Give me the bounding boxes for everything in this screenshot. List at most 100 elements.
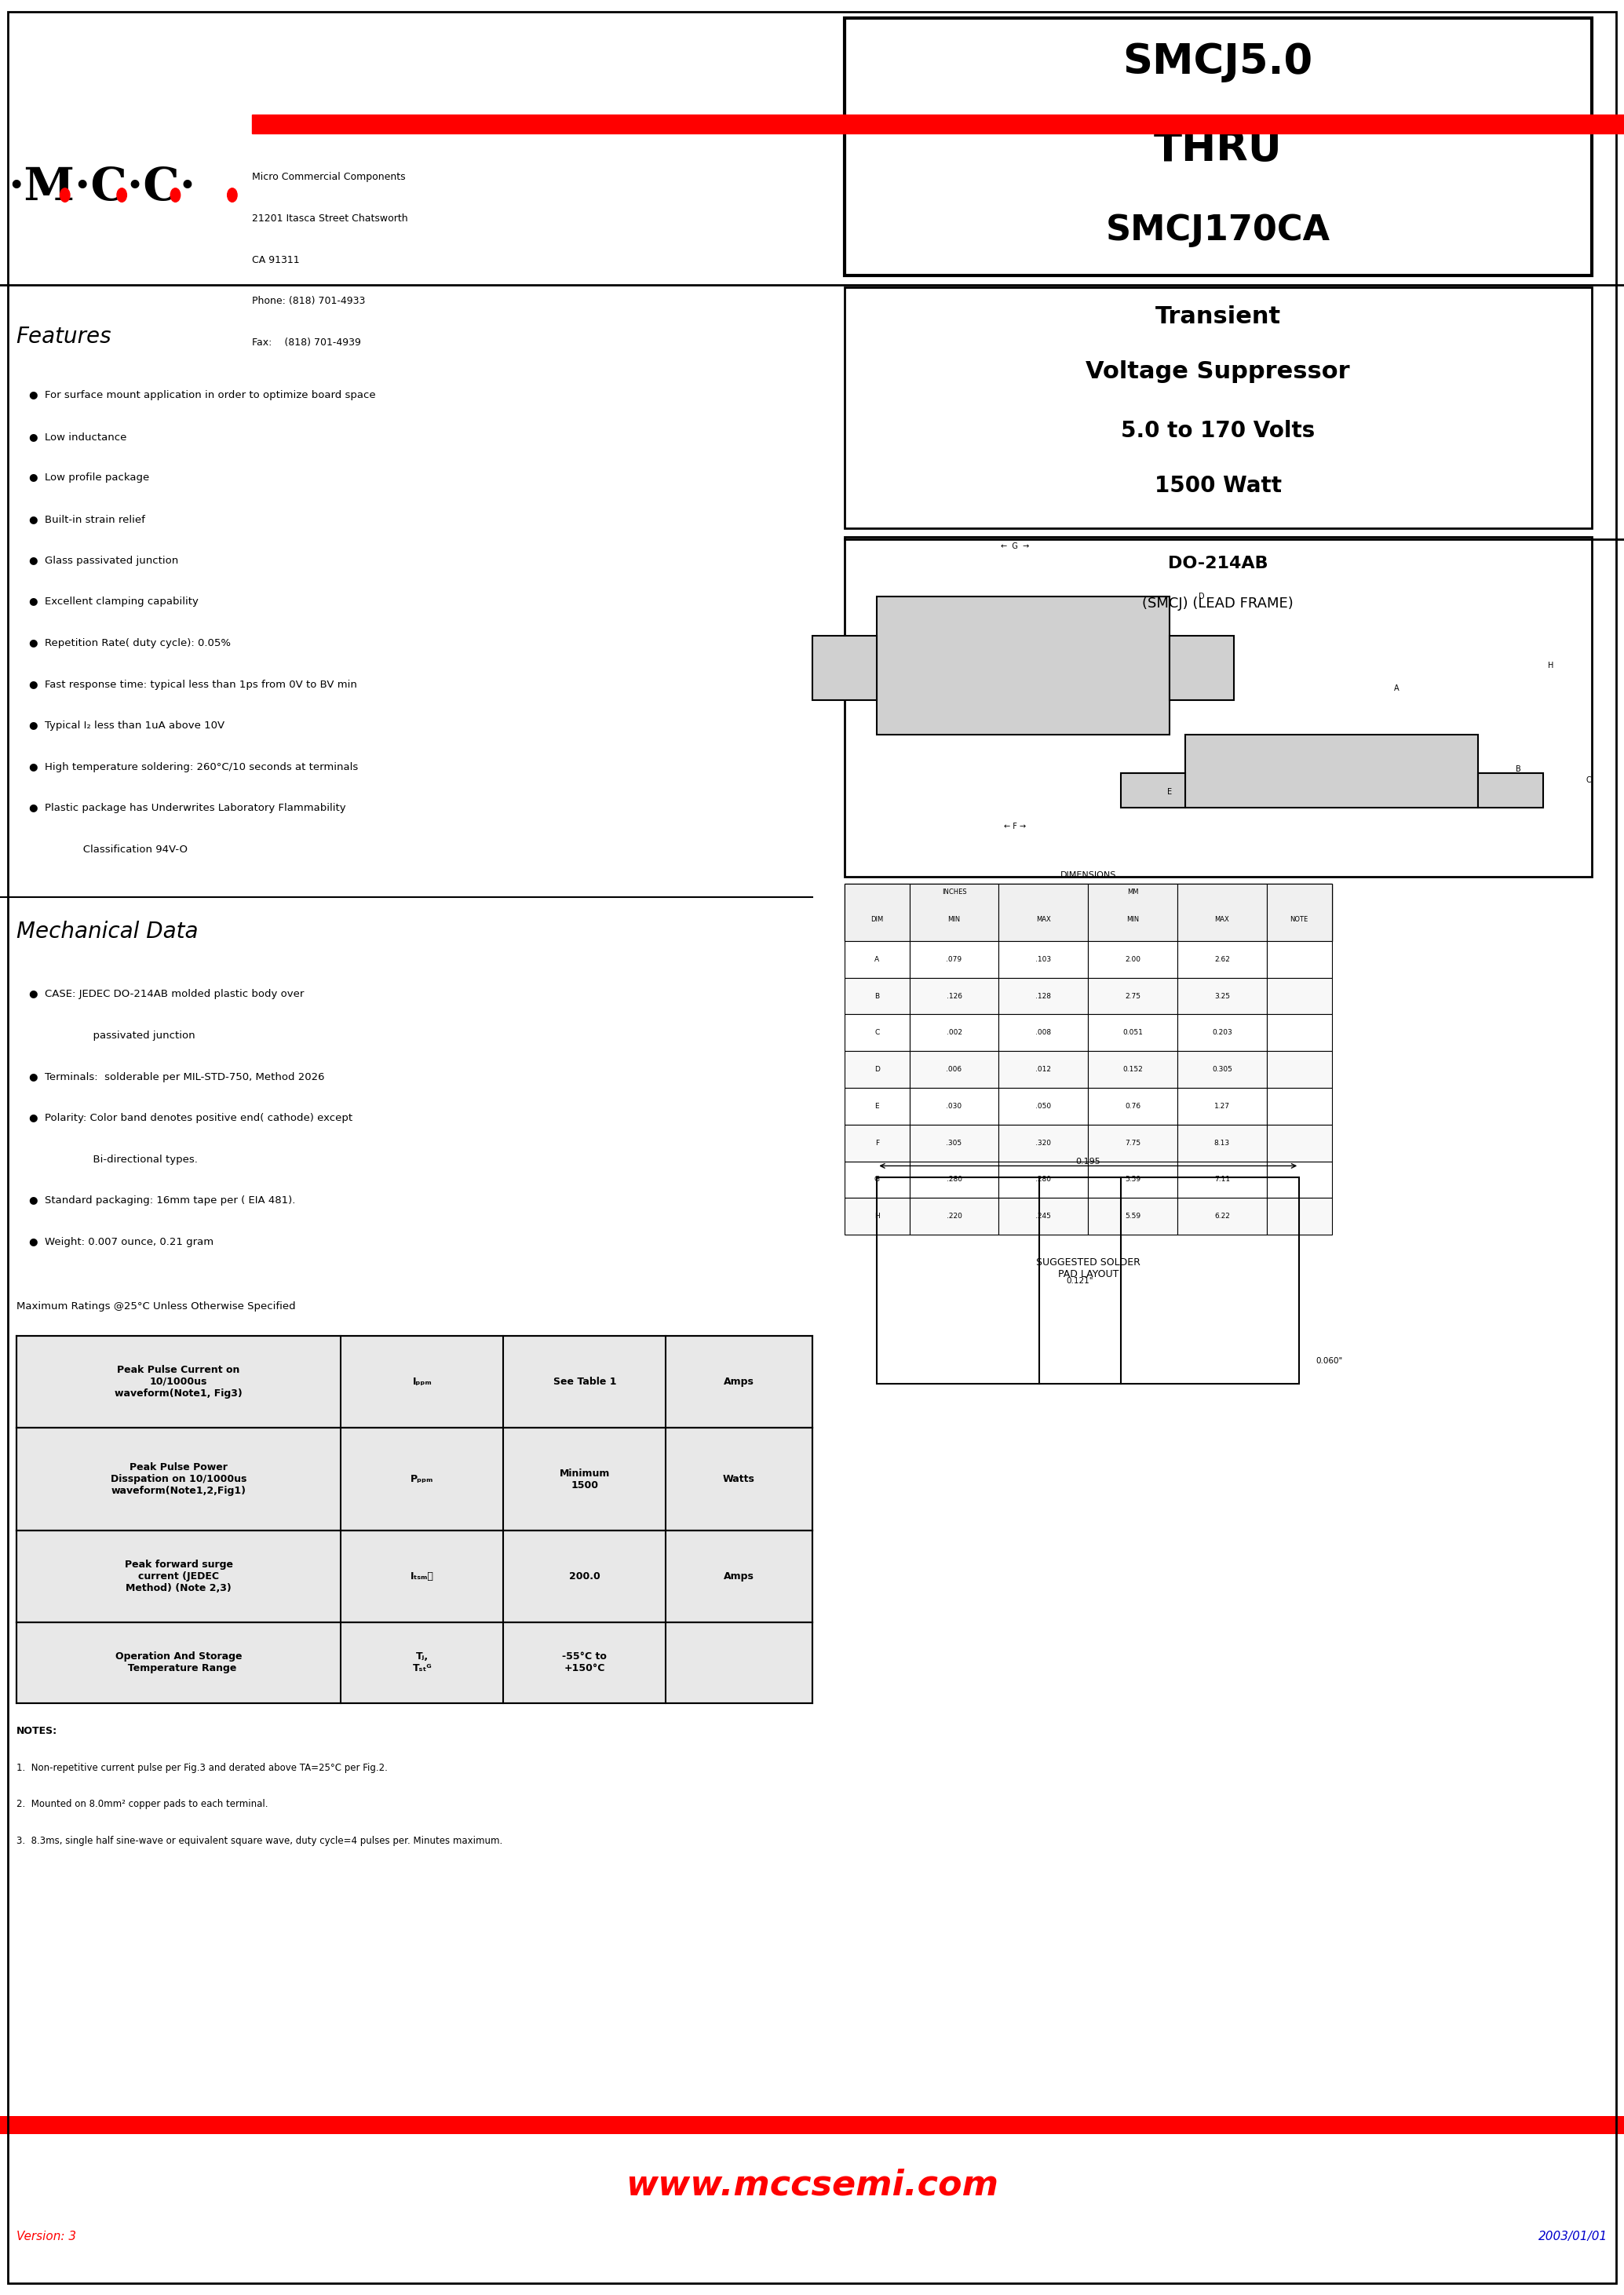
Text: SMCJ170CA: SMCJ170CA (1106, 213, 1330, 248)
Text: ●  For surface mount application in order to optimize board space: ● For surface mount application in order… (29, 390, 375, 399)
Text: 21201 Itasca Street Chatsworth: 21201 Itasca Street Chatsworth (252, 213, 408, 223)
Bar (1088, 1125, 1177, 1161)
Text: passivated junction: passivated junction (73, 1030, 195, 1040)
Text: Amps: Amps (724, 1377, 754, 1386)
Text: MAX: MAX (1215, 916, 1229, 923)
Bar (1267, 1161, 1332, 1198)
Text: (SMCJ) (LEAD FRAME): (SMCJ) (LEAD FRAME) (1142, 597, 1294, 610)
Text: ●  Low inductance: ● Low inductance (29, 431, 127, 441)
Text: 0.060": 0.060" (1315, 1356, 1343, 1366)
Text: 7.75: 7.75 (1125, 1138, 1140, 1148)
Text: DIMENSIONS: DIMENSIONS (1060, 872, 1116, 879)
Bar (909, 941, 999, 978)
Bar (844, 537, 1592, 877)
Bar (844, 18, 1592, 275)
Text: Pₚₚₘ: Pₚₚₘ (411, 1473, 434, 1485)
Text: ●  Standard packaging: 16mm tape per ( EIA 481).: ● Standard packaging: 16mm tape per ( EI… (29, 1196, 296, 1205)
Bar (1267, 1198, 1332, 1235)
Text: 6.22: 6.22 (1215, 1212, 1229, 1221)
Bar (1088, 1051, 1177, 1088)
Text: .079: .079 (947, 955, 961, 964)
Text: H: H (874, 1212, 880, 1221)
Bar (0, 2116, 1624, 2134)
Text: 8.13: 8.13 (1215, 1138, 1229, 1148)
Bar (909, 1198, 999, 1235)
Text: 0.305: 0.305 (1212, 1065, 1233, 1074)
Bar (909, 884, 999, 941)
Text: ●  Typical I₂ less than 1uA above 10V: ● Typical I₂ less than 1uA above 10V (29, 721, 224, 730)
Bar (812, 636, 877, 700)
Text: ●  High temperature soldering: 260°C/10 seconds at terminals: ● High temperature soldering: 260°C/10 s… (29, 762, 359, 771)
Bar (877, 597, 1169, 734)
Bar (999, 1161, 1088, 1198)
Bar (844, 884, 1332, 941)
Text: 5.59: 5.59 (1125, 1175, 1140, 1184)
Text: NOTE: NOTE (1289, 916, 1309, 923)
Bar (1169, 636, 1234, 700)
Text: 2003/01/01: 2003/01/01 (1538, 2231, 1608, 2242)
Text: 1.  Non-repetitive current pulse per Fig.3 and derated above TA=25°C per Fig.2.: 1. Non-repetitive current pulse per Fig.… (16, 1763, 388, 1772)
Text: CA 91311: CA 91311 (252, 255, 299, 264)
Text: See Table 1: See Table 1 (554, 1377, 615, 1386)
Bar (844, 884, 909, 941)
Text: DO-214AB: DO-214AB (1168, 555, 1268, 571)
Text: ●  Weight: 0.007 ounce, 0.21 gram: ● Weight: 0.007 ounce, 0.21 gram (29, 1237, 214, 1246)
Text: .126: .126 (947, 991, 961, 1001)
Text: ●  Glass passivated junction: ● Glass passivated junction (29, 555, 179, 565)
Text: ●  CASE: JEDEC DO-214AB molded plastic body over: ● CASE: JEDEC DO-214AB molded plastic bo… (29, 989, 304, 998)
Text: 0.76: 0.76 (1125, 1102, 1140, 1111)
Bar (1177, 1198, 1267, 1235)
Circle shape (171, 188, 180, 202)
Text: Phone: (818) 701-4933: Phone: (818) 701-4933 (252, 296, 365, 305)
Text: D: D (874, 1065, 880, 1074)
Text: ←  G  →: ← G → (1000, 542, 1030, 551)
Bar (1121, 773, 1186, 808)
Text: .280: .280 (1036, 1175, 1051, 1184)
Text: C: C (874, 1028, 880, 1037)
Text: .006: .006 (947, 1065, 961, 1074)
Bar (1177, 884, 1267, 941)
Text: 1.27: 1.27 (1215, 1102, 1229, 1111)
Text: 1500 Watt: 1500 Watt (1155, 475, 1281, 498)
Bar (1177, 1125, 1267, 1161)
Bar (1177, 1051, 1267, 1088)
Bar (844, 941, 909, 978)
Text: Tⱼ,
Tₛₜᴳ: Tⱼ, Tₛₜᴳ (412, 1652, 432, 1673)
Text: Classification 94V-O: Classification 94V-O (73, 845, 188, 854)
Bar (1267, 1051, 1332, 1088)
Text: Peak forward surge
current (JEDEC
Method) (Note 2,3): Peak forward surge current (JEDEC Method… (125, 1561, 232, 1593)
Text: Minimum
1500: Minimum 1500 (559, 1469, 611, 1489)
Text: ●  Terminals:  solderable per MIL-STD-750, Method 2026: ● Terminals: solderable per MIL-STD-750,… (29, 1072, 325, 1081)
Bar (1478, 773, 1543, 808)
Bar (1186, 734, 1478, 808)
Circle shape (60, 188, 70, 202)
Text: E: E (875, 1102, 879, 1111)
Text: 3.  8.3ms, single half sine-wave or equivalent square wave, duty cycle=4 pulses : 3. 8.3ms, single half sine-wave or equiv… (16, 1836, 502, 1845)
Text: Iₚₚₘ: Iₚₚₘ (412, 1377, 432, 1386)
Text: INCHES: INCHES (942, 888, 966, 895)
Text: H: H (1548, 661, 1554, 670)
Bar (877, 1177, 1299, 1384)
Text: ●  Repetition Rate( duty cycle): 0.05%: ● Repetition Rate( duty cycle): 0.05% (29, 638, 231, 647)
Text: Maximum Ratings @25°C Unless Otherwise Specified: Maximum Ratings @25°C Unless Otherwise S… (16, 1301, 296, 1310)
Text: Fax:    (818) 701-4939: Fax: (818) 701-4939 (252, 337, 361, 347)
Text: F: F (875, 1138, 879, 1148)
Text: 0.195: 0.195 (1075, 1159, 1101, 1166)
Text: -55°C to
+150°C: -55°C to +150°C (562, 1652, 607, 1673)
Text: 5.0 to 170 Volts: 5.0 to 170 Volts (1121, 420, 1315, 443)
Text: .002: .002 (947, 1028, 961, 1037)
Bar (909, 1088, 999, 1125)
Bar (1088, 1088, 1177, 1125)
Text: Iₜₛₘ⧵: Iₜₛₘ⧵ (411, 1572, 434, 1581)
Text: 0.051: 0.051 (1122, 1028, 1143, 1037)
Bar (1177, 941, 1267, 978)
Text: ●  Plastic package has Underwrites Laboratory Flammability: ● Plastic package has Underwrites Labora… (29, 803, 346, 812)
Text: Operation And Storage
  Temperature Range: Operation And Storage Temperature Range (115, 1652, 242, 1673)
Text: Peak Pulse Power
Disspation on 10/1000us
waveform(Note1,2,Fig1): Peak Pulse Power Disspation on 10/1000us… (110, 1462, 247, 1496)
Text: .103: .103 (1036, 955, 1051, 964)
Text: THRU: THRU (1153, 129, 1283, 170)
Bar (16, 1336, 812, 1427)
Bar (1177, 978, 1267, 1014)
Text: G: G (874, 1175, 880, 1184)
Bar (1177, 1161, 1267, 1198)
